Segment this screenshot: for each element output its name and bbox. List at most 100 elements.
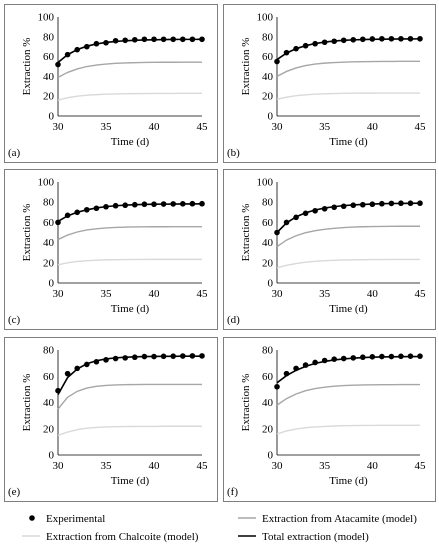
data-point bbox=[189, 36, 196, 43]
data-point bbox=[180, 353, 186, 359]
y-tick-label: 0 bbox=[268, 111, 274, 123]
data-point bbox=[112, 202, 119, 209]
data-point bbox=[55, 61, 61, 68]
y-tick-label: 20 bbox=[262, 257, 274, 269]
data-point bbox=[199, 200, 205, 207]
data-point bbox=[302, 362, 309, 368]
series-line bbox=[57, 258, 202, 266]
y-tick-label: 0 bbox=[49, 450, 55, 462]
y-tick-label: 80 bbox=[262, 31, 274, 43]
data-point bbox=[398, 35, 404, 42]
y-tick-label: 60 bbox=[43, 51, 55, 63]
data-point bbox=[293, 214, 299, 221]
y-tick-label: 100 bbox=[38, 177, 55, 189]
y-axis-title: Extraction % bbox=[240, 38, 252, 96]
x-axis-title: Time (d) bbox=[329, 475, 368, 487]
panel-border bbox=[223, 169, 436, 330]
x-tick-label: 30 bbox=[53, 288, 65, 300]
data-point bbox=[321, 205, 328, 212]
x-axis-title: Time (d) bbox=[329, 136, 368, 148]
y-tick-label: 20 bbox=[43, 257, 55, 269]
data-point bbox=[407, 35, 414, 42]
y-tick-label: 60 bbox=[262, 371, 274, 383]
data-point bbox=[103, 39, 109, 46]
data-point bbox=[369, 36, 376, 42]
data-point bbox=[160, 353, 167, 360]
y-tick-label: 20 bbox=[262, 423, 274, 435]
y-axis-title: Extraction % bbox=[21, 374, 33, 432]
data-point bbox=[74, 46, 80, 53]
data-point bbox=[170, 201, 176, 207]
data-point bbox=[417, 35, 423, 42]
data-point bbox=[331, 204, 338, 211]
data-point bbox=[417, 353, 423, 359]
data-point bbox=[302, 210, 309, 217]
data-point bbox=[64, 212, 71, 219]
data-point bbox=[369, 201, 376, 208]
legend-label: Total extraction (model) bbox=[262, 531, 369, 543]
panel-border bbox=[223, 4, 436, 163]
data-point bbox=[340, 203, 347, 210]
x-tick-label: 35 bbox=[101, 288, 113, 300]
y-axis-title: Extraction % bbox=[21, 38, 33, 96]
panel-border bbox=[4, 337, 218, 502]
data-point bbox=[84, 206, 90, 213]
legend-label: Extraction from Atacamite (model) bbox=[262, 513, 417, 525]
x-tick-label: 40 bbox=[149, 288, 161, 300]
x-tick-label: 35 bbox=[319, 121, 331, 133]
x-tick-label: 35 bbox=[319, 460, 331, 472]
data-point bbox=[84, 43, 90, 50]
y-tick-label: 80 bbox=[43, 31, 55, 43]
series-line bbox=[57, 61, 202, 79]
data-point bbox=[283, 370, 290, 377]
data-point bbox=[55, 219, 61, 226]
data-point bbox=[293, 45, 299, 52]
data-point bbox=[132, 36, 138, 43]
y-tick-label: 60 bbox=[262, 217, 274, 229]
data-point bbox=[369, 354, 376, 360]
data-point bbox=[407, 353, 414, 359]
y-tick-label: 40 bbox=[262, 237, 274, 249]
data-point bbox=[93, 40, 100, 47]
x-tick-label: 35 bbox=[319, 288, 331, 300]
data-point bbox=[141, 201, 148, 208]
data-point bbox=[189, 200, 196, 207]
y-tick-label: 20 bbox=[43, 91, 55, 103]
x-tick-label: 30 bbox=[53, 121, 65, 133]
data-point bbox=[170, 36, 176, 43]
data-point bbox=[112, 355, 119, 362]
data-point bbox=[132, 201, 138, 208]
panel-label: (e) bbox=[8, 486, 21, 498]
y-tick-label: 80 bbox=[262, 197, 274, 209]
data-point bbox=[302, 42, 309, 49]
series-line bbox=[276, 383, 420, 406]
data-point bbox=[64, 51, 71, 58]
y-tick-label: 60 bbox=[262, 51, 274, 63]
data-point bbox=[331, 38, 338, 45]
y-tick-label: 100 bbox=[257, 12, 274, 24]
x-tick-label: 45 bbox=[197, 460, 209, 472]
data-point bbox=[112, 37, 119, 44]
data-point bbox=[64, 370, 71, 377]
x-tick-label: 30 bbox=[272, 460, 284, 472]
y-tick-label: 0 bbox=[49, 111, 55, 123]
series-line bbox=[276, 92, 420, 100]
x-tick-label: 45 bbox=[415, 288, 427, 300]
data-point bbox=[312, 40, 318, 47]
series-line bbox=[276, 225, 420, 248]
series-line bbox=[57, 355, 202, 396]
data-point bbox=[160, 36, 167, 43]
data-point bbox=[398, 353, 404, 360]
y-tick-label: 40 bbox=[43, 397, 55, 409]
data-point bbox=[55, 387, 61, 394]
y-tick-label: 40 bbox=[262, 397, 274, 409]
y-tick-label: 40 bbox=[262, 71, 274, 83]
data-point bbox=[398, 200, 404, 207]
x-tick-label: 40 bbox=[367, 288, 379, 300]
x-tick-label: 40 bbox=[367, 460, 379, 472]
series-line bbox=[57, 425, 202, 436]
data-point bbox=[122, 37, 128, 44]
data-point bbox=[93, 359, 100, 365]
x-tick-label: 30 bbox=[53, 460, 65, 472]
data-point bbox=[379, 353, 385, 360]
